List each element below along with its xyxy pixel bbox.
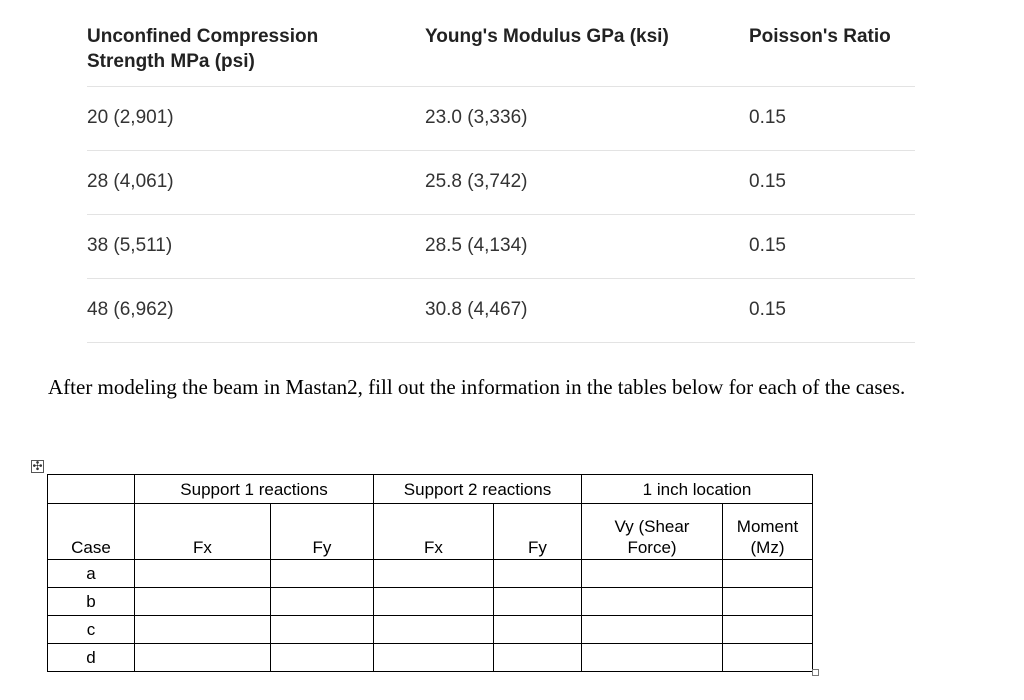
support-2-fy-cell[interactable] (493, 559, 582, 588)
case-label[interactable]: c (47, 615, 135, 644)
table-row: 20 (2,901) 23.0 (3,336) 0.15 (87, 87, 915, 151)
poisson-cell: 0.15 (749, 299, 786, 320)
strength-cell: 48 (6,962) (87, 299, 174, 320)
strength-cell: 38 (5,511) (87, 235, 173, 256)
empty-header-cell[interactable] (47, 474, 135, 504)
support-2-fx-cell[interactable] (373, 615, 494, 644)
support-1-fy-cell[interactable] (270, 643, 374, 672)
support-1-fy-cell[interactable] (270, 587, 374, 616)
table-resize-handle[interactable] (812, 669, 819, 676)
support-1-fx-cell[interactable] (134, 615, 271, 644)
reactions-table: Support 1 reactions Support 2 reactions … (47, 474, 813, 672)
strength-cell: 28 (4,061) (87, 171, 174, 192)
support-1-fx-cell[interactable] (134, 587, 271, 616)
table-row: c (47, 615, 813, 644)
strength-cell: 20 (2,901) (87, 107, 174, 128)
support-2-fy-cell[interactable] (493, 643, 582, 672)
table-row: d (47, 643, 813, 672)
location-header[interactable]: 1 inch location (581, 474, 813, 504)
poisson-cell: 0.15 (749, 171, 786, 192)
support-1-header[interactable]: Support 1 reactions (134, 474, 374, 504)
shear-force-cell[interactable] (581, 587, 723, 616)
table-row: 28 (4,061) 25.8 (3,742) 0.15 (87, 151, 915, 215)
support-2-fx-cell[interactable] (373, 559, 494, 588)
support-2-fx-cell[interactable] (373, 643, 494, 672)
case-header[interactable]: Case (47, 503, 135, 560)
shear-force-cell[interactable] (581, 643, 723, 672)
header-poissons-ratio: Poisson's Ratio (749, 26, 891, 47)
header-youngs-modulus: Young's Modulus GPa (ksi) (425, 26, 669, 47)
sub-header-row: Case Fx Fy Fx Fy Vy (Shear Force) Moment… (47, 503, 813, 560)
support-2-fy-cell[interactable] (493, 615, 582, 644)
support-2-header[interactable]: Support 2 reactions (373, 474, 582, 504)
modulus-cell: 23.0 (3,336) (425, 107, 528, 128)
header-compression-strength: Unconfined Compression Strength MPa (psi… (87, 26, 319, 72)
modulus-cell: 25.8 (3,742) (425, 171, 528, 192)
table-row: a (47, 559, 813, 588)
shear-force-cell[interactable] (581, 615, 723, 644)
material-properties-table: Unconfined Compression Strength MPa (psi… (87, 18, 915, 343)
moment-cell[interactable] (722, 615, 813, 644)
support-1-fx-header[interactable]: Fx (134, 503, 271, 560)
case-label[interactable]: b (47, 587, 135, 616)
shear-force-header[interactable]: Vy (Shear Force) (581, 503, 723, 560)
support-2-fy-cell[interactable] (493, 587, 582, 616)
table-move-handle-icon[interactable]: ✣ (31, 459, 44, 473)
moment-cell[interactable] (722, 643, 813, 672)
group-header-row: Support 1 reactions Support 2 reactions … (47, 474, 813, 504)
support-2-fx-header[interactable]: Fx (373, 503, 494, 560)
poisson-cell: 0.15 (749, 235, 786, 256)
moment-cell[interactable] (722, 587, 813, 616)
modulus-cell: 28.5 (4,134) (425, 235, 528, 256)
case-label[interactable]: d (47, 643, 135, 672)
table-row: 38 (5,511) 28.5 (4,134) 0.15 (87, 215, 915, 279)
modulus-cell: 30.8 (4,467) (425, 299, 528, 320)
support-1-fy-header[interactable]: Fy (270, 503, 374, 560)
support-2-fy-header[interactable]: Fy (493, 503, 582, 560)
support-2-fx-cell[interactable] (373, 587, 494, 616)
shear-force-cell[interactable] (581, 559, 723, 588)
instruction-text: After modeling the beam in Mastan2, fill… (48, 375, 906, 399)
table-row: b (47, 587, 813, 616)
support-1-fy-cell[interactable] (270, 615, 374, 644)
support-1-fy-cell[interactable] (270, 559, 374, 588)
moment-cell[interactable] (722, 559, 813, 588)
support-1-fx-cell[interactable] (134, 643, 271, 672)
support-1-fx-cell[interactable] (134, 559, 271, 588)
material-table-header-row: Unconfined Compression Strength MPa (psi… (87, 18, 915, 87)
case-label[interactable]: a (47, 559, 135, 588)
poisson-cell: 0.15 (749, 107, 786, 128)
table-row: 48 (6,962) 30.8 (4,467) 0.15 (87, 279, 915, 343)
moment-header[interactable]: Moment (Mz) (722, 503, 813, 560)
